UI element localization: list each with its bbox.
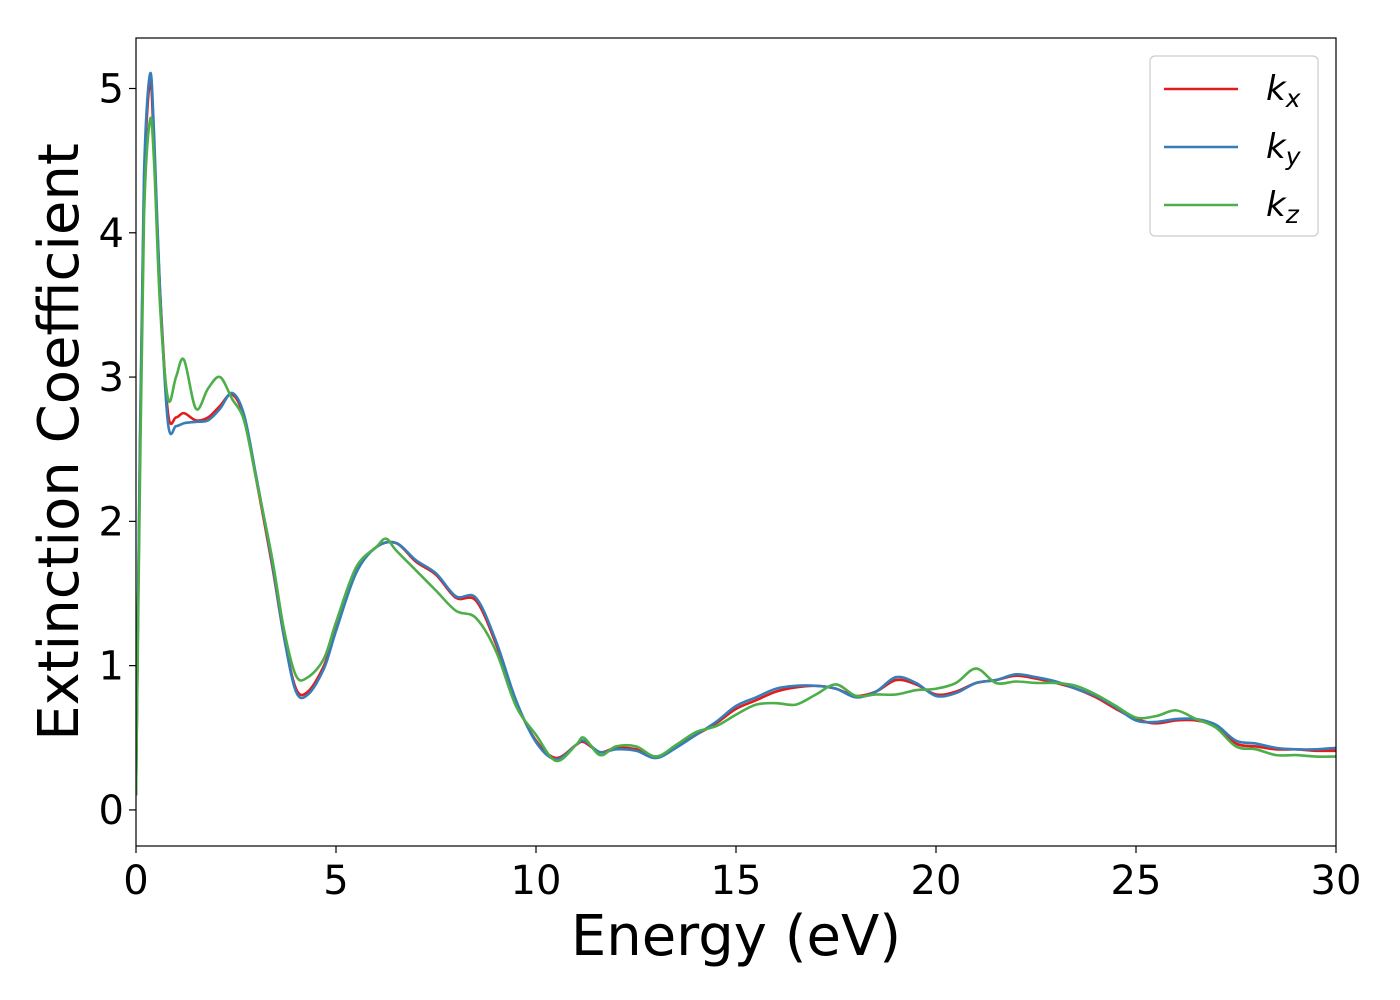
x-axis: 0 5 10 15 20 25 30 [123,846,1361,904]
y-tick-label: 2 [99,499,124,545]
x-tick-label: 30 [1311,858,1362,904]
series-layer [136,71,1336,796]
y-tick-label: 0 [99,788,124,834]
x-axis-label: Energy (eV) [571,904,901,969]
x-tick-label: 25 [1111,858,1162,904]
y-tick-label: 4 [99,211,124,257]
y-tick-label: 5 [99,67,124,113]
series-line-k_z [136,116,1336,796]
legend-label-k_x: kx [1266,69,1301,113]
legend-label-k_z: kz [1266,185,1300,229]
x-tick-label: 0 [123,858,148,904]
y-axis-label: Extinction Coefficient [27,143,92,741]
x-tick-label: 10 [511,858,562,904]
y-tick-label: 1 [99,644,124,690]
y-tick-label: 3 [99,355,124,401]
x-tick-label: 20 [911,858,962,904]
x-tick-label: 5 [323,858,348,904]
y-axis: 0 1 2 3 4 5 [99,67,136,834]
legend: kx ky kz [1149,55,1319,237]
x-tick-label: 15 [711,858,762,904]
legend-label-k_y: ky [1266,127,1302,171]
